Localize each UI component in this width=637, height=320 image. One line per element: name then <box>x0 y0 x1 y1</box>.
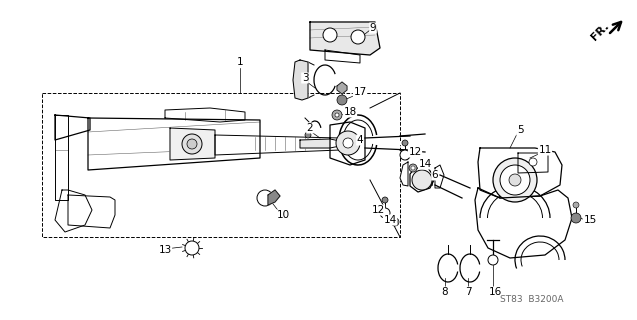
Polygon shape <box>400 162 408 186</box>
Circle shape <box>336 131 360 155</box>
Polygon shape <box>518 153 548 173</box>
Circle shape <box>529 158 537 166</box>
Text: 9: 9 <box>369 23 376 33</box>
Circle shape <box>493 158 537 202</box>
Polygon shape <box>55 115 90 140</box>
Circle shape <box>411 166 415 170</box>
Text: ST83  B3200A: ST83 B3200A <box>500 295 564 305</box>
Circle shape <box>323 28 337 42</box>
Text: 5: 5 <box>517 125 524 135</box>
Circle shape <box>187 139 197 149</box>
Text: 3: 3 <box>302 73 308 83</box>
Circle shape <box>571 213 581 223</box>
Circle shape <box>400 150 410 160</box>
Text: 14: 14 <box>419 159 432 169</box>
Polygon shape <box>475 188 572 258</box>
Text: 16: 16 <box>489 287 501 297</box>
Text: 7: 7 <box>464 287 471 297</box>
Text: 10: 10 <box>276 210 290 220</box>
Polygon shape <box>330 122 365 165</box>
Text: 17: 17 <box>354 87 367 97</box>
Text: FR.: FR. <box>589 21 611 43</box>
Text: 4: 4 <box>357 135 363 145</box>
Circle shape <box>409 164 417 172</box>
Polygon shape <box>337 82 347 94</box>
Text: 12: 12 <box>371 205 385 215</box>
Polygon shape <box>55 190 92 232</box>
Circle shape <box>185 241 199 255</box>
Text: 6: 6 <box>432 170 438 180</box>
Circle shape <box>412 170 432 190</box>
Polygon shape <box>293 60 308 100</box>
Bar <box>42 93 400 237</box>
Polygon shape <box>310 22 380 55</box>
Polygon shape <box>435 165 444 188</box>
Circle shape <box>351 30 365 44</box>
Text: 1: 1 <box>237 57 243 67</box>
Polygon shape <box>325 50 360 63</box>
Text: 11: 11 <box>538 145 552 155</box>
Circle shape <box>257 190 273 206</box>
Text: 2: 2 <box>306 123 313 133</box>
Text: 8: 8 <box>441 287 448 297</box>
Circle shape <box>305 132 311 138</box>
Circle shape <box>488 255 498 265</box>
Text: 12: 12 <box>408 147 422 157</box>
Circle shape <box>332 110 342 120</box>
Circle shape <box>343 138 353 148</box>
Circle shape <box>500 165 530 195</box>
Text: 14: 14 <box>383 215 397 225</box>
Circle shape <box>573 202 579 208</box>
Polygon shape <box>88 118 260 170</box>
Circle shape <box>337 95 347 105</box>
Circle shape <box>382 197 388 203</box>
Polygon shape <box>300 139 340 148</box>
Polygon shape <box>165 108 245 122</box>
Circle shape <box>182 134 202 154</box>
Circle shape <box>335 113 339 117</box>
Polygon shape <box>68 195 115 228</box>
Circle shape <box>393 220 397 224</box>
Circle shape <box>402 140 408 146</box>
Polygon shape <box>478 148 562 198</box>
Circle shape <box>391 218 399 226</box>
Circle shape <box>380 208 390 218</box>
Polygon shape <box>55 115 68 200</box>
Polygon shape <box>268 190 280 205</box>
Text: 18: 18 <box>343 107 357 117</box>
Circle shape <box>509 174 521 186</box>
Text: 15: 15 <box>583 215 597 225</box>
Polygon shape <box>215 135 340 155</box>
Polygon shape <box>170 128 215 160</box>
Text: 13: 13 <box>159 245 171 255</box>
Polygon shape <box>410 168 435 192</box>
